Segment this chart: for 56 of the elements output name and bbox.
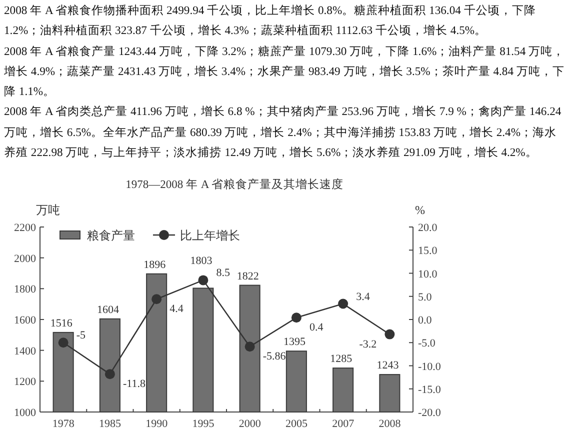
y-tick-label: 1600 [14, 314, 36, 326]
y-tick-label: 1200 [14, 376, 36, 388]
point [58, 338, 68, 348]
point [198, 275, 208, 286]
text: 2008 年 A 省肉类总产量 411.96 万吨，增长 6.8 %；其中猪肉产量 253.96 万吨，增长 7.9 %；禽肉产量 146.24 万吨，增长 6.5%。全年水产品产量 680.39 万吨，增长 2.4%；其中海洋捕捞 153.83 万吨，增长 2.4%；海水养殖 222.98 万吨，与上年持平；淡水捕捞 12.49 万吨，增长 5.6%；淡水养殖 291.09 万吨，增长 4.2%。 [4, 104, 562, 162]
data-label: 3.4 [356, 290, 370, 303]
data-label: -5 [76, 330, 86, 342]
data-label: 1604 [96, 304, 120, 316]
x-tick-label: 1985 [98, 418, 122, 430]
y-tick-label: 2000 [14, 252, 36, 265]
data-label: 1243 [376, 360, 400, 372]
y2-tick-label: 20.0 [418, 222, 438, 234]
text: 2008 年 A 省粮食作物播种面积 2499.94 千公顷，比上年增长 0.8%。糖蔗种植面积 136.04 千公顷，下降 1.2%；油料种植面积 323.87 千公顷，增长 4.3%；蔬菜种植面积 1112.63 千公顷，增长 4.5%。 [4, 3, 537, 40]
y-tick-label: 2200 [14, 222, 36, 234]
y2-tick-label: 15.0 [418, 245, 438, 258]
y-tick-label: 1800 [14, 284, 36, 296]
data-label: 1896 [144, 258, 166, 271]
point [104, 369, 115, 380]
y2-tick-label: -10.0 [418, 360, 442, 373]
y2-axis-title: % [415, 203, 425, 217]
chart-title: 1978—2008 年 A 省粮食产量及其增长速度 [126, 177, 344, 191]
y-axis-title: 万吨 [36, 203, 60, 217]
data-label: -3.2 [359, 338, 377, 350]
x-tick-label: 1978 [52, 418, 75, 430]
y2-tick-label: 10.0 [418, 268, 438, 280]
y2-tick-label: -20.0 [418, 407, 442, 419]
x-tick-label: 2000 [238, 418, 262, 430]
y2-tick-label: 0.0 [418, 314, 432, 326]
legend-label: 粮食产量 [87, 228, 135, 242]
data-label: -11.8 [122, 378, 146, 390]
y2-tick-label: -15.0 [418, 384, 442, 396]
point [244, 342, 255, 352]
text: 2008 年 A 省粮食产量 1243.44 万吨，下降 3.2%；糖蔗产量 1079.30 万吨，下降 1.6%；油料产量 81.54 万吨，增长 4.9%；蔬菜产量 2431.43 万吨，增长 3.4%；水果产量 983.49 万吨，增长 3.5%；茶叶产量 4.84 万吨，下降 1.1%。 [4, 44, 566, 100]
data-label: 1516 [50, 317, 73, 330]
point [338, 298, 348, 309]
y2-tick-label: -5.0 [418, 338, 436, 350]
data-label: 1285 [330, 353, 353, 366]
x-tick-label: 1990 [146, 418, 168, 430]
data-label: 0.4 [309, 322, 324, 334]
data-label: 4.4 [170, 303, 184, 316]
x-tick-label: 2007 [332, 418, 355, 430]
y2-tick-label: 5.0 [418, 291, 432, 304]
y-tick-label: 1400 [14, 345, 36, 358]
x-tick-label: 1995 [192, 418, 215, 430]
point [152, 294, 162, 304]
point [291, 312, 302, 323]
data-label: -5.86 [262, 350, 286, 363]
y-tick-label: 1000 [14, 407, 36, 419]
data-label: 1803 [190, 255, 213, 268]
x-tick-label: 2005 [285, 418, 308, 430]
x-tick-label: 2008 [378, 418, 402, 430]
data-label: 1395 [283, 336, 306, 348]
data-label: 8.5 [216, 267, 230, 280]
point [384, 329, 395, 340]
data-label: 1822 [236, 270, 259, 282]
legend-label: 比上年增长 [180, 228, 240, 242]
